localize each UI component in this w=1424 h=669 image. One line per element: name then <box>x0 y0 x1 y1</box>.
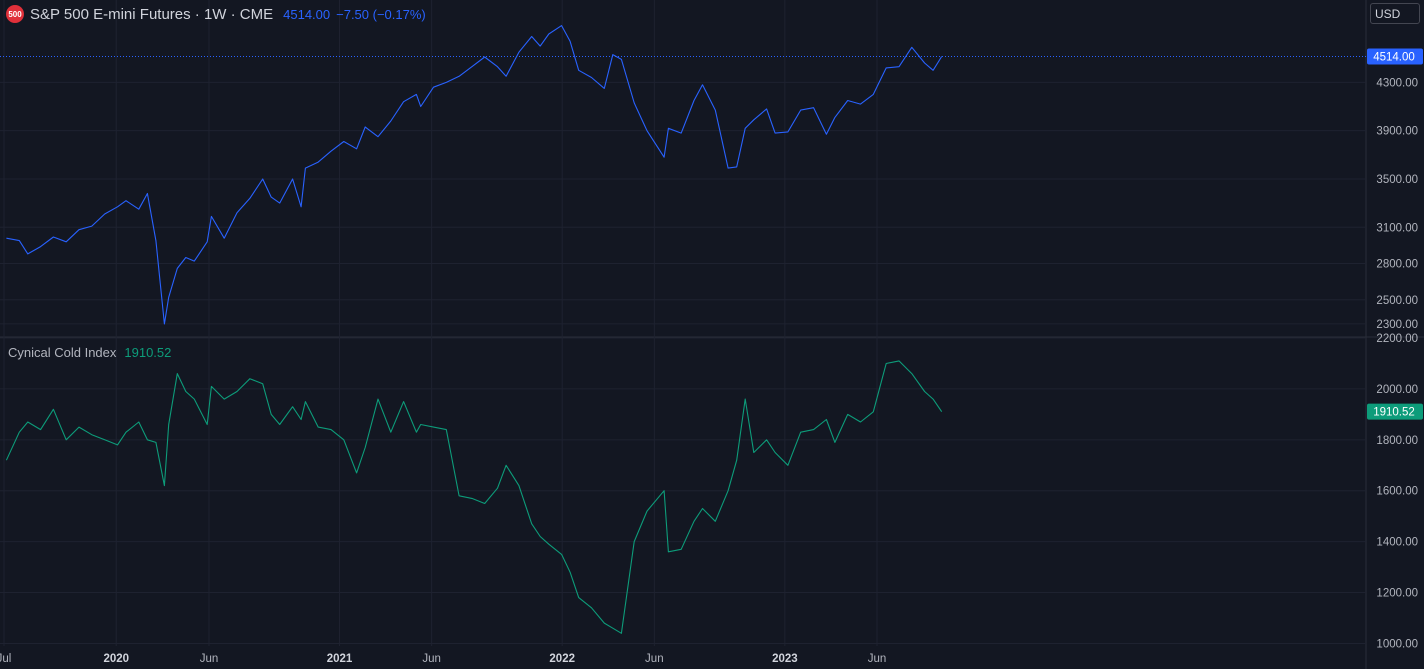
y-tick-label: 2500.00 <box>1376 295 1418 307</box>
y-tick-label: 3500.00 <box>1376 174 1418 186</box>
y-tick-label: 1200.00 <box>1376 588 1418 600</box>
y-tick-label: 3100.00 <box>1376 222 1418 234</box>
indicator-name[interactable]: Cynical Cold Index <box>8 345 117 360</box>
symbol-title[interactable]: S&P 500 E-mini Futures · 1W · CME <box>30 5 274 23</box>
indicator-value: 1910.52 <box>124 345 172 360</box>
y-tick-label: 2200.00 <box>1376 333 1418 345</box>
y-tick-label: 4300.00 <box>1376 77 1418 89</box>
x-tick-label: 2023 <box>772 653 798 665</box>
y-tick-label: 2300.00 <box>1376 319 1418 331</box>
last-price-badge <box>1367 48 1423 65</box>
x-tick-label: Jun <box>422 653 441 665</box>
last-price: 4514.00 <box>283 6 331 22</box>
x-tick-label: 2022 <box>549 653 575 665</box>
x-tick-label: Jul <box>0 653 11 665</box>
last-price-badge-label: 4514.00 <box>1373 52 1415 64</box>
chart-header: 500 S&P 500 E-mini Futures · 1W · CME 45… <box>6 4 426 24</box>
indicator-value-badge-label: 1910.52 <box>1373 407 1415 419</box>
y-tick-label: 2800.00 <box>1376 259 1418 271</box>
price-change: −7.50 (−0.17%) <box>336 6 426 22</box>
x-tick-label: 2021 <box>327 653 353 665</box>
indicator-series-line[interactable] <box>5 360 943 634</box>
x-tick-label: Jun <box>868 653 887 665</box>
x-tick-label: Jun <box>645 653 664 665</box>
y-tick-label: 3900.00 <box>1376 126 1418 138</box>
x-tick-label: 2020 <box>103 653 129 665</box>
price-series-line[interactable] <box>6 25 943 325</box>
x-tick-label: Jun <box>200 653 219 665</box>
y-tick-label: 1400.00 <box>1376 537 1418 549</box>
y-tick-label: 2000.00 <box>1376 384 1418 396</box>
symbol-logo-icon[interactable]: 500 <box>6 5 24 23</box>
indicator-legend[interactable]: Cynical Cold Index 1910.52 <box>8 345 171 360</box>
indicator-value-badge <box>1367 403 1423 420</box>
y-tick-label: 1800.00 <box>1376 435 1418 447</box>
y-tick-label: 1000.00 <box>1376 638 1418 650</box>
currency-selector[interactable]: USD <box>1370 3 1420 24</box>
y-tick-label: 1600.00 <box>1376 486 1418 498</box>
